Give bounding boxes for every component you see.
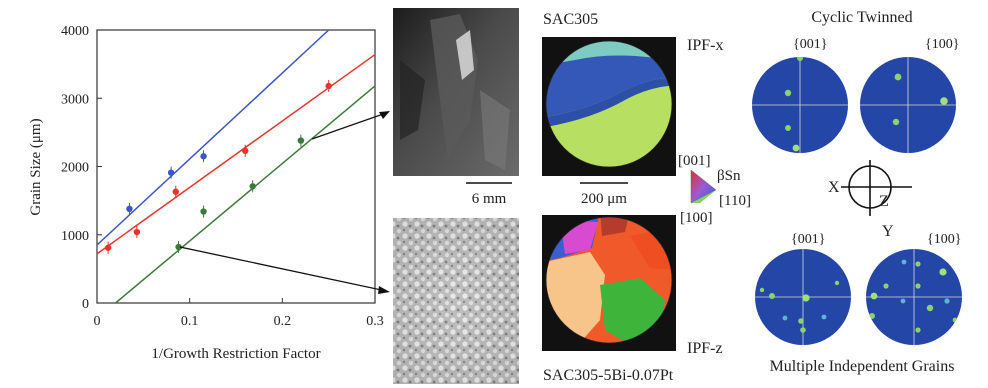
pole-figure-bottom-001 (755, 249, 851, 345)
key-phase-label: βSn (717, 168, 741, 184)
arrow-head-bottom (378, 286, 390, 294)
scale-label-ebsd: 200 μm (581, 191, 627, 207)
key-001-label: [001] (678, 153, 711, 169)
y-tick-label: 2000 (61, 161, 89, 176)
macro-image-bottom (393, 218, 519, 384)
data-point (167, 169, 175, 176)
arrow-to-top-sample (311, 112, 387, 140)
sample-axes-icon: X Z Y (828, 160, 912, 240)
axis-ticks: 0 0.1 0.2 0.3 0 1000 2000 3000 4000 (61, 24, 384, 329)
x-tick-label: 0.2 (274, 314, 292, 329)
pf-001-label-bottom: {001} (791, 232, 825, 247)
data-point (126, 205, 133, 213)
fit-line-series-1 (96, 53, 376, 255)
ipf-color-key: [001] βSn [110] [100] (678, 153, 751, 226)
y-axis-label: Grain Size (μm) (28, 118, 44, 215)
fit-line-series-2 (115, 85, 376, 304)
scale-label-macro: 6 mm (472, 191, 507, 207)
ipf-x-label: IPF-x (687, 37, 723, 54)
y-tick-label: 0 (82, 297, 89, 312)
fit-lines (96, 29, 376, 304)
pf-001-label-top: {001} (793, 37, 827, 52)
ebsd-map-top (542, 37, 676, 176)
ipf-z-label: IPF-z (687, 340, 723, 357)
callout-arrows (179, 111, 390, 294)
scale-bar-macro: 6 mm (466, 182, 512, 207)
x-axis-label: 1/Growth Restriction Factor (151, 346, 320, 362)
data-point (172, 188, 179, 195)
pf-100-label-bottom: {100} (927, 232, 961, 247)
scale-bar-ebsd: 200 μm (580, 182, 628, 207)
macro-image-top (393, 8, 519, 176)
arrow-to-bottom-sample (179, 246, 387, 292)
pf-100-label-top: {100} (925, 37, 959, 52)
ebsd-map-bottom (542, 215, 676, 351)
x-tick-label: 0.1 (181, 314, 199, 329)
fit-line-series-0 (96, 29, 330, 246)
data-point (200, 208, 207, 215)
axis-x-label: X (828, 179, 840, 196)
data-point (242, 147, 249, 155)
data-points (104, 79, 332, 254)
y-tick-label: 4000 (61, 24, 89, 39)
title-multiple-grains: Multiple Independent Grains (770, 358, 955, 375)
axis-z-label: Z (879, 193, 889, 210)
grain-size-chart: 0 0.1 0.2 0.3 0 1000 2000 3000 4000 1/Growth Res… (28, 24, 384, 362)
title-cyclic-twinned: Cyclic Twinned (811, 9, 912, 26)
x-tick-label: 0.3 (366, 314, 384, 329)
axis-y-label: Y (882, 223, 894, 240)
key-110-label: [110] (719, 193, 751, 209)
plot-frame (96, 29, 376, 304)
key-100-label: [100] (680, 210, 713, 226)
sample-label-top: SAC305 (543, 11, 598, 28)
sample-label-bottom: SAC305-5Bi-0.07Pt (543, 367, 674, 384)
pole-figure-bottom-100 (866, 249, 962, 345)
data-point (200, 153, 207, 160)
arrow-head-top (379, 111, 390, 119)
pole-figure-top-100 (860, 57, 956, 153)
data-point (133, 228, 141, 236)
data-point (297, 137, 305, 144)
data-point (249, 183, 256, 190)
data-point (104, 244, 112, 251)
y-tick-label: 3000 (61, 92, 89, 107)
data-point (325, 82, 332, 90)
y-tick-label: 1000 (61, 229, 89, 244)
pole-figure-top-001 (752, 57, 848, 153)
data-point (175, 243, 182, 251)
x-tick-label: 0 (94, 314, 101, 329)
